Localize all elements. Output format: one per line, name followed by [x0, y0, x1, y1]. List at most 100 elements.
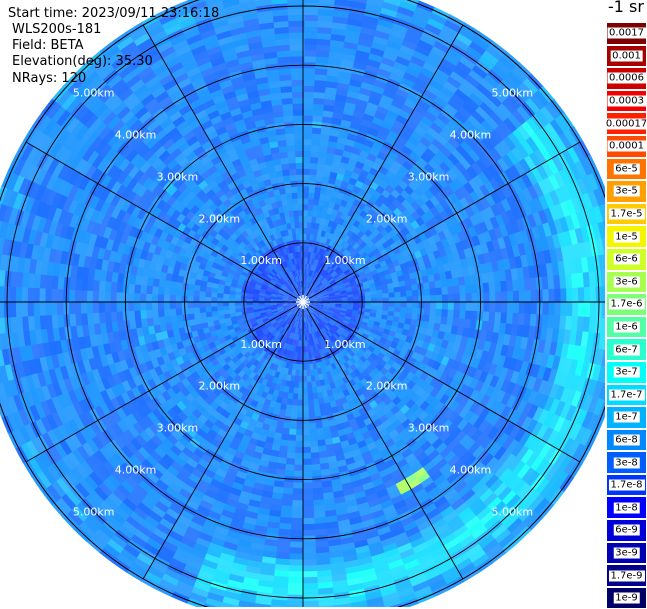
- range-gate-cell: [45, 287, 52, 302]
- range-gate-cell: [303, 80, 316, 87]
- range-gate-cell: [21, 301, 28, 317]
- range-gate-cell: [584, 287, 591, 304]
- range-gate-cell: [560, 302, 567, 317]
- range-gate-cell: [286, 589, 303, 596]
- range-gate-cell: [303, 151, 312, 158]
- range-gate-cell: [15, 300, 22, 317]
- range-gate-cell: [312, 482, 323, 489]
- range-gate-cell: [311, 470, 321, 477]
- range-gate-cell: [51, 301, 58, 316]
- range-gate-cell: [306, 370, 311, 377]
- range-gate-cell: [365, 295, 372, 299]
- range-gate-cell: [205, 296, 211, 302]
- range-gate-cell: [294, 453, 303, 460]
- range-gate-cell: [566, 302, 573, 318]
- range-gate-cell: [291, 512, 303, 519]
- range-gate-cell: [308, 399, 314, 406]
- ppi-plot: 1.00km2.00km3.00km4.00km5.00km1.00km2.00…: [0, 0, 605, 607]
- range-gate-cell: [513, 302, 520, 314]
- range-gate-cell: [459, 285, 466, 295]
- range-gate-cell: [69, 289, 76, 302]
- range-gate-cell: [306, 376, 311, 383]
- range-gate-cell: [298, 382, 303, 388]
- range-gate-cell: [424, 289, 431, 297]
- range-gate-cell: [287, 565, 303, 572]
- range-gate-cell: [287, 571, 303, 578]
- range-gate-cell: [542, 289, 549, 303]
- range-gate-cell: [229, 305, 236, 310]
- range-gate-cell: [471, 311, 478, 321]
- range-gate-cell: [483, 292, 490, 303]
- range-gate-cell: [460, 302, 467, 311]
- range-gate-cell: [309, 429, 317, 436]
- range-gate-cell: [193, 296, 199, 302]
- range-gate-cell: [134, 283, 141, 293]
- range-gate-cell: [303, 97, 315, 104]
- range-gate-cell: [45, 301, 52, 316]
- range-gate-cell: [302, 435, 310, 442]
- range-gate-cell: [211, 297, 217, 302]
- range-gate-cell: [92, 301, 99, 313]
- range-gate-cell: [27, 286, 34, 302]
- range-gate-cell: [430, 288, 437, 296]
- range-gate-cell: [140, 301, 147, 310]
- range-gate-cell: [290, 518, 303, 525]
- range-gate-cell: [217, 306, 224, 311]
- range-gate-cell: [152, 309, 159, 318]
- range-gate-cell: [169, 301, 175, 309]
- range-gate-cell: [293, 470, 303, 477]
- range-gate-cell: [302, 459, 311, 466]
- range-gate-cell: [128, 310, 135, 320]
- range-gate-cell: [578, 302, 585, 318]
- range-gate-cell: [134, 301, 141, 311]
- range-gate-cell: [140, 309, 147, 319]
- range-gate-cell: [507, 291, 514, 303]
- range-gate-cell: [158, 301, 165, 309]
- range-gate-cell: [302, 488, 313, 495]
- range-gate-cell: [81, 301, 88, 314]
- range-gate-cell: [152, 301, 159, 310]
- range-gate-cell: [0, 300, 4, 318]
- range-gate-cell: [303, 109, 314, 116]
- range-gate-cell: [217, 297, 223, 302]
- range-gate-cell: [302, 553, 317, 560]
- range-gate-cell: [287, 577, 303, 584]
- range-gate-cell: [525, 302, 532, 315]
- range-gate-cell: [310, 452, 319, 459]
- range-gate-cell: [302, 429, 310, 435]
- range-gate-cell: [383, 302, 389, 307]
- range-gate-cell: [519, 302, 526, 315]
- range-gate-cell: [436, 295, 443, 303]
- range-gate-cell: [302, 577, 318, 584]
- range-gate-cell: [303, 50, 318, 57]
- range-gate-cell: [301, 601, 319, 607]
- range-gate-cell: [21, 286, 28, 302]
- range-gate-cell: [285, 458, 295, 465]
- range-gate-cell: [307, 381, 312, 388]
- range-gate-cell: [519, 290, 526, 303]
- range-gate-cell: [501, 291, 508, 303]
- range-gate-cell: [146, 285, 153, 294]
- range-gate-cell: [303, 139, 312, 146]
- range-gate-cell: [471, 293, 478, 303]
- range-gate-cell: [483, 302, 490, 313]
- range-gate-cell: [412, 302, 419, 309]
- range-gate-cell: [302, 506, 314, 513]
- range-gate-cell: [303, 210, 308, 216]
- range-gate-cell: [187, 295, 194, 302]
- range-gate-cell: [289, 541, 303, 548]
- range-gate-cell: [51, 287, 58, 302]
- range-gate-cell: [286, 583, 303, 590]
- range-gate-cell: [152, 285, 159, 294]
- range-gate-cell: [302, 530, 315, 537]
- range-gate-cell: [507, 302, 514, 314]
- range-gate-cell: [187, 307, 194, 314]
- range-gate-cell: [601, 302, 605, 320]
- range-gate-cell: [170, 308, 177, 316]
- range-gate-cell: [87, 301, 94, 313]
- range-gate-cell: [303, 168, 311, 175]
- range-gate-cell: [146, 301, 153, 310]
- range-gate-cell: [303, 186, 310, 193]
- range-gate-cell: [302, 512, 314, 519]
- range-gate-cell: [297, 394, 303, 400]
